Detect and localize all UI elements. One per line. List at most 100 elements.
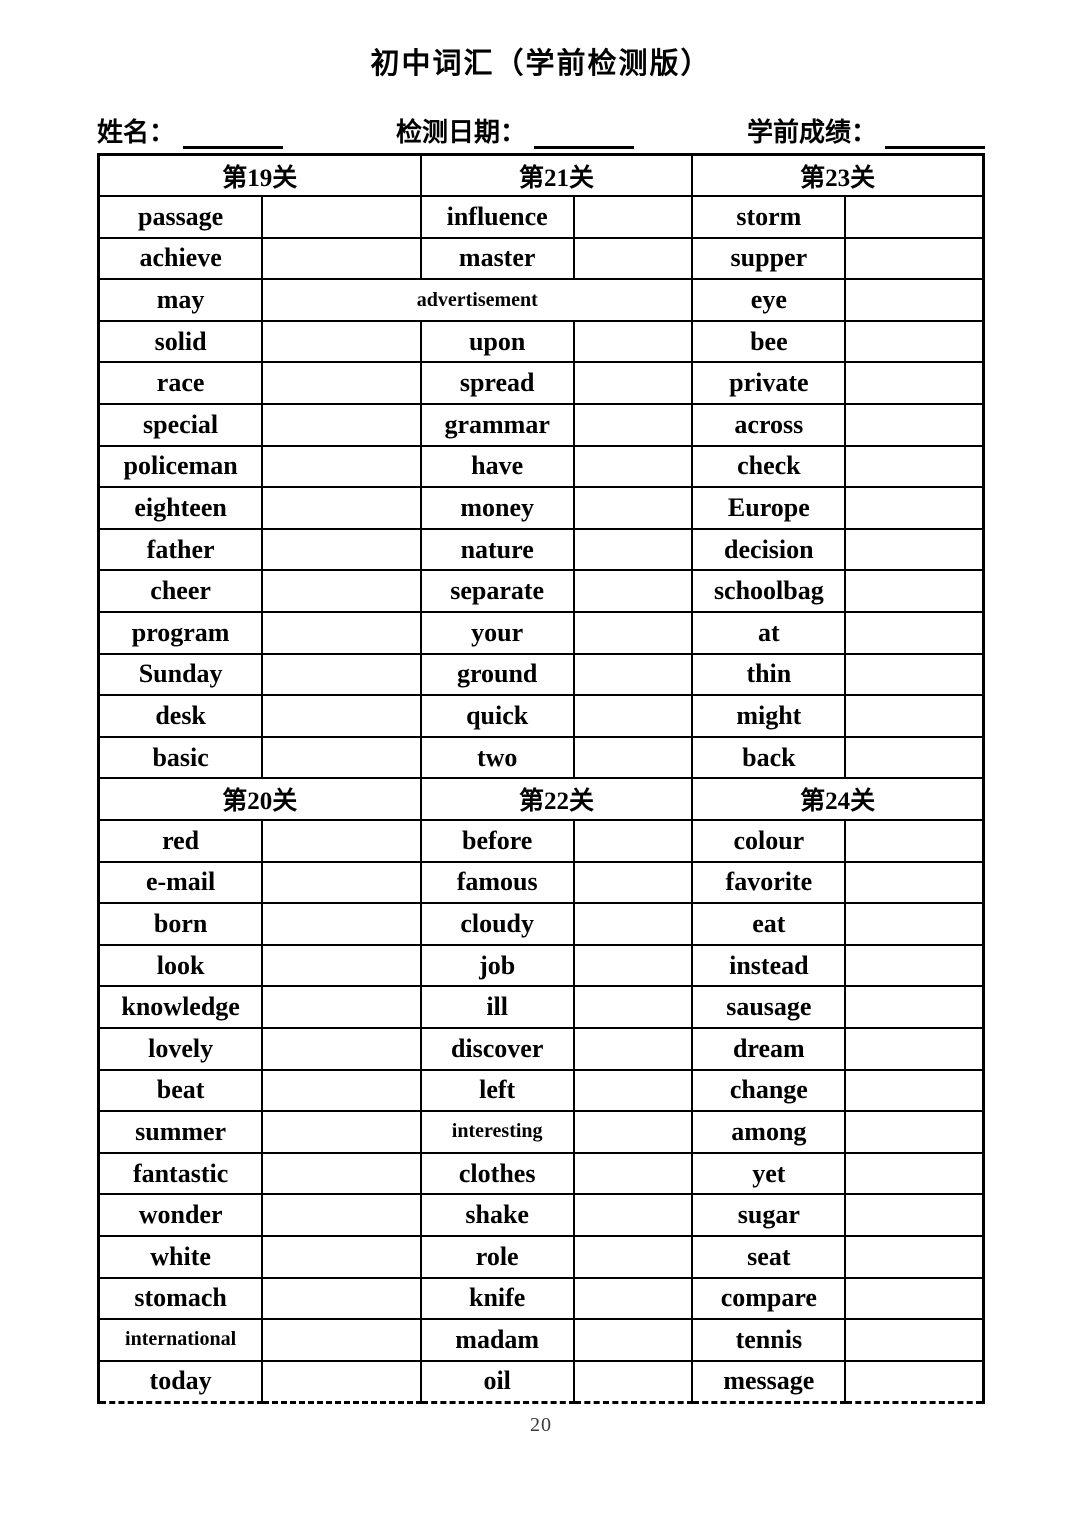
- word-cell: basic: [97, 735, 264, 780]
- word-row: beat left change: [97, 1068, 985, 1113]
- answer-cell: [844, 985, 985, 1029]
- answer-cell: [572, 652, 694, 697]
- answer-cell: [844, 444, 985, 489]
- pre-score-label: 学前成绩：: [746, 118, 877, 147]
- answer-cell: [572, 403, 694, 447]
- word-cell: separate: [419, 569, 575, 614]
- answer-cell: [844, 860, 985, 905]
- word-cell: look: [97, 943, 264, 988]
- word-cell: seat: [691, 1234, 847, 1279]
- level-header-cell: 第22关: [419, 777, 694, 821]
- word-cell: knife: [419, 1276, 575, 1321]
- word-cell: eighteen: [97, 486, 264, 530]
- word-row: summer interesting among: [97, 1110, 985, 1154]
- test-date-field: 检测日期：: [396, 112, 634, 149]
- answer-cell: [261, 943, 422, 988]
- answer-cell: [572, 943, 694, 988]
- word-row: wonder shake sugar: [97, 1193, 985, 1237]
- word-cell: favorite: [691, 860, 847, 905]
- answer-cell: [572, 1068, 694, 1113]
- word-row: lovely discover dream: [97, 1026, 985, 1071]
- answer-cell: [572, 1318, 694, 1362]
- page-title: 初中词汇（学前检测版）: [370, 48, 712, 80]
- word-cell: knowledge: [97, 985, 264, 1029]
- word-cell: tennis: [691, 1318, 847, 1362]
- answer-cell: [261, 1110, 422, 1154]
- answer-cell: [572, 527, 694, 572]
- word-cell: Sunday: [97, 652, 264, 697]
- answer-cell: [261, 319, 422, 364]
- answer-cell: [844, 195, 985, 239]
- level-header-cell: 第23关: [691, 153, 985, 198]
- answer-cell: [261, 860, 422, 905]
- answer-cell: [572, 486, 694, 530]
- word-cell: storm: [691, 195, 847, 239]
- word-cell: may: [97, 278, 264, 322]
- word-cell: decision: [691, 527, 847, 572]
- pre-score-blank: [884, 123, 985, 149]
- answer-cell: [572, 236, 694, 281]
- word-cell: money: [419, 486, 575, 530]
- answer-cell: [844, 403, 985, 447]
- name-label: 姓名：: [97, 118, 176, 147]
- word-row: race spread private: [97, 361, 985, 406]
- word-row: special grammar across: [97, 403, 985, 447]
- answer-cell: [572, 1276, 694, 1321]
- word-cell: influence: [419, 195, 575, 239]
- word-cell: yet: [691, 1151, 847, 1196]
- answer-cell: [261, 1276, 422, 1321]
- level-header-row: 第19关 第21关 第23关: [97, 153, 985, 198]
- word-cell: father: [97, 527, 264, 572]
- word-cell: fantastic: [97, 1151, 264, 1196]
- word-row: may advertisement eye: [97, 278, 985, 322]
- word-row: look job instead: [97, 943, 985, 988]
- word-row: policeman have check: [97, 444, 985, 489]
- answer-cell: [261, 1359, 422, 1404]
- answer-cell: [572, 860, 694, 905]
- level-header-cell: 第24关: [691, 777, 985, 821]
- word-cell: race: [97, 361, 264, 406]
- answer-cell: [844, 1234, 985, 1279]
- answer-cell: [844, 1276, 985, 1321]
- word-row: born cloudy eat: [97, 902, 985, 946]
- vocab-table-body: 第19关 第21关 第23关 passage influence storm achieve…: [97, 153, 985, 1404]
- answer-cell: [844, 361, 985, 406]
- answer-cell: [261, 985, 422, 1029]
- answer-cell: [261, 569, 422, 614]
- word-cell: sugar: [691, 1193, 847, 1237]
- answer-cell: [572, 902, 694, 946]
- word-cell: bee: [691, 319, 847, 364]
- word-cell: two: [419, 735, 575, 780]
- word-row: knowledge ill sausage: [97, 985, 985, 1029]
- answer-cell: [261, 195, 422, 239]
- word-cell: eat: [691, 902, 847, 946]
- word-cell: achieve: [97, 236, 264, 281]
- word-cell: instead: [691, 943, 847, 988]
- word-row: desk quick might: [97, 694, 985, 738]
- answer-cell: [844, 1151, 985, 1196]
- word-cell: oil: [419, 1359, 575, 1404]
- word-row: cheer separate schoolbag: [97, 569, 985, 614]
- word-row: basic two back: [97, 735, 985, 780]
- answer-cell: [844, 735, 985, 780]
- word-cell: left: [419, 1068, 575, 1113]
- answer-cell: [572, 611, 694, 655]
- answer-cell: [572, 1110, 694, 1154]
- word-cell: master: [419, 236, 575, 281]
- word-cell: private: [691, 361, 847, 406]
- answer-cell: [844, 611, 985, 655]
- answer-cell: [261, 403, 422, 447]
- vocab-table: 第19关 第21关 第23关 passage influence storm achieve…: [97, 153, 985, 1404]
- answer-cell: [844, 652, 985, 697]
- answer-cell: [572, 444, 694, 489]
- answer-cell: [844, 694, 985, 738]
- answer-cell: [572, 1359, 694, 1404]
- word-row: white role seat: [97, 1234, 985, 1279]
- word-cell: beat: [97, 1068, 264, 1113]
- answer-cell: [261, 444, 422, 489]
- word-cell: compare: [691, 1276, 847, 1321]
- answer-cell: [572, 1026, 694, 1071]
- answer-cell: [572, 361, 694, 406]
- answer-cell: [844, 1026, 985, 1071]
- word-cell: stomach: [97, 1276, 264, 1321]
